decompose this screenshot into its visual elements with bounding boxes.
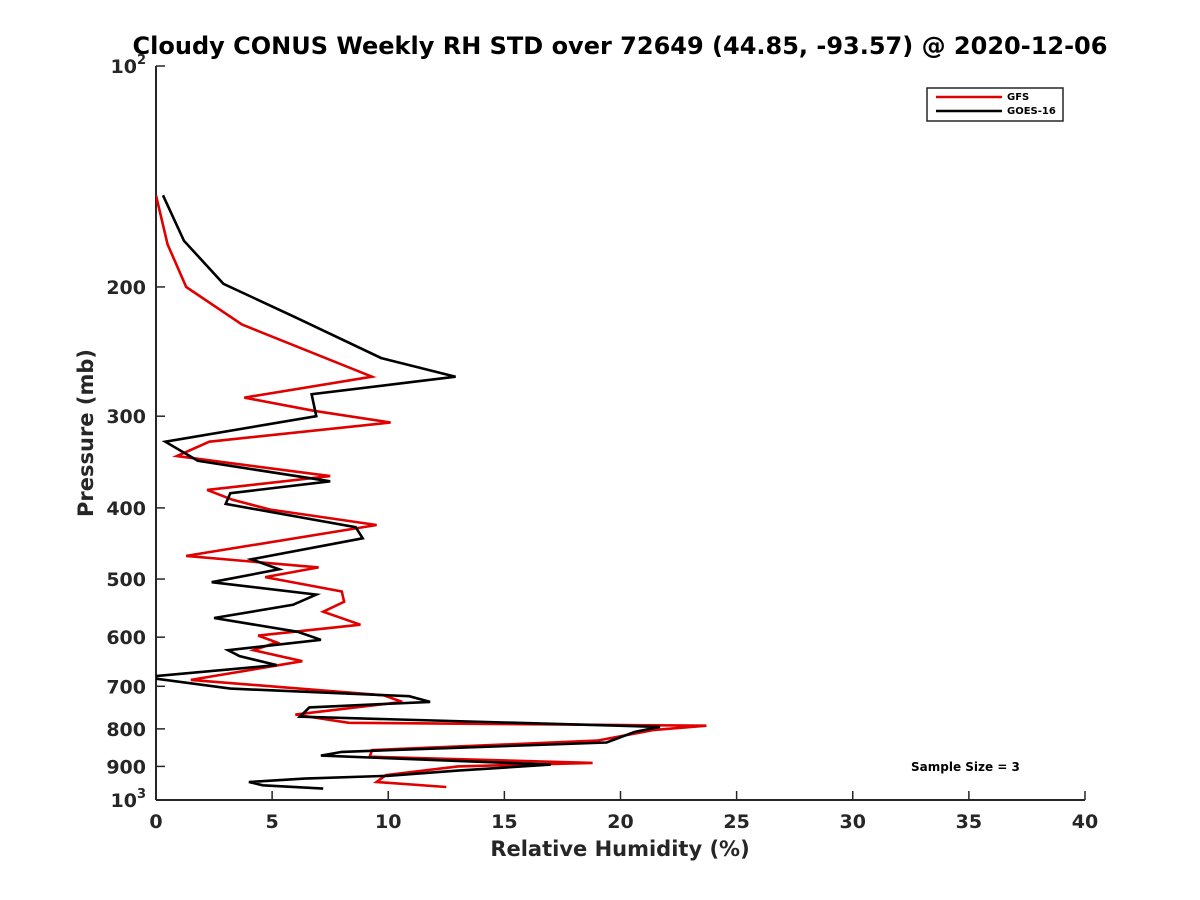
legend-box [926, 87, 1064, 122]
y-tick-label: 103 [111, 787, 147, 812]
sample-size-annotation: Sample Size = 3 [911, 760, 1020, 774]
x-tick-label: 5 [266, 811, 279, 833]
x-tick-label: 35 [956, 811, 982, 833]
x-tick-label: 15 [491, 811, 517, 833]
y-tick-label: 400 [106, 498, 146, 520]
x-tick-label: 20 [607, 811, 633, 833]
x-tick-label: 0 [149, 811, 162, 833]
y-tick-label: 900 [106, 756, 146, 778]
x-tick-label: 30 [840, 811, 866, 833]
y-tick-label: 200 [106, 277, 146, 299]
y-tick-label: 800 [106, 719, 146, 741]
x-axis-ticks: 0 5 10 15 20 25 30 35 40 [149, 791, 1098, 833]
legend: GFS GOES-16 [926, 87, 1064, 122]
y-axis-ticks: 102 200 300 400 500 600 700 800 900 103 [106, 53, 165, 812]
chart-title: Cloudy CONUS Weekly RH STD over 72649 (4… [133, 32, 1108, 60]
y-tick-label: 700 [106, 676, 146, 698]
legend-label-gfs: GFS [1007, 92, 1029, 103]
series-line-gfs [156, 195, 707, 789]
x-tick-label: 40 [1072, 811, 1098, 833]
legend-label-goes16: GOES-16 [1007, 106, 1056, 117]
y-axis-label: Pressure (mb) [74, 349, 98, 517]
y-tick-label: 600 [106, 627, 146, 649]
x-tick-label: 10 [375, 811, 401, 833]
x-axis-label: Relative Humidity (%) [490, 837, 749, 861]
y-tick-label: 300 [106, 406, 146, 428]
y-tick-label: 102 [111, 53, 147, 78]
y-tick-label: 500 [106, 569, 146, 591]
series-layer [156, 194, 707, 790]
series-line-goes16 [156, 194, 661, 790]
x-tick-label: 25 [723, 811, 749, 833]
